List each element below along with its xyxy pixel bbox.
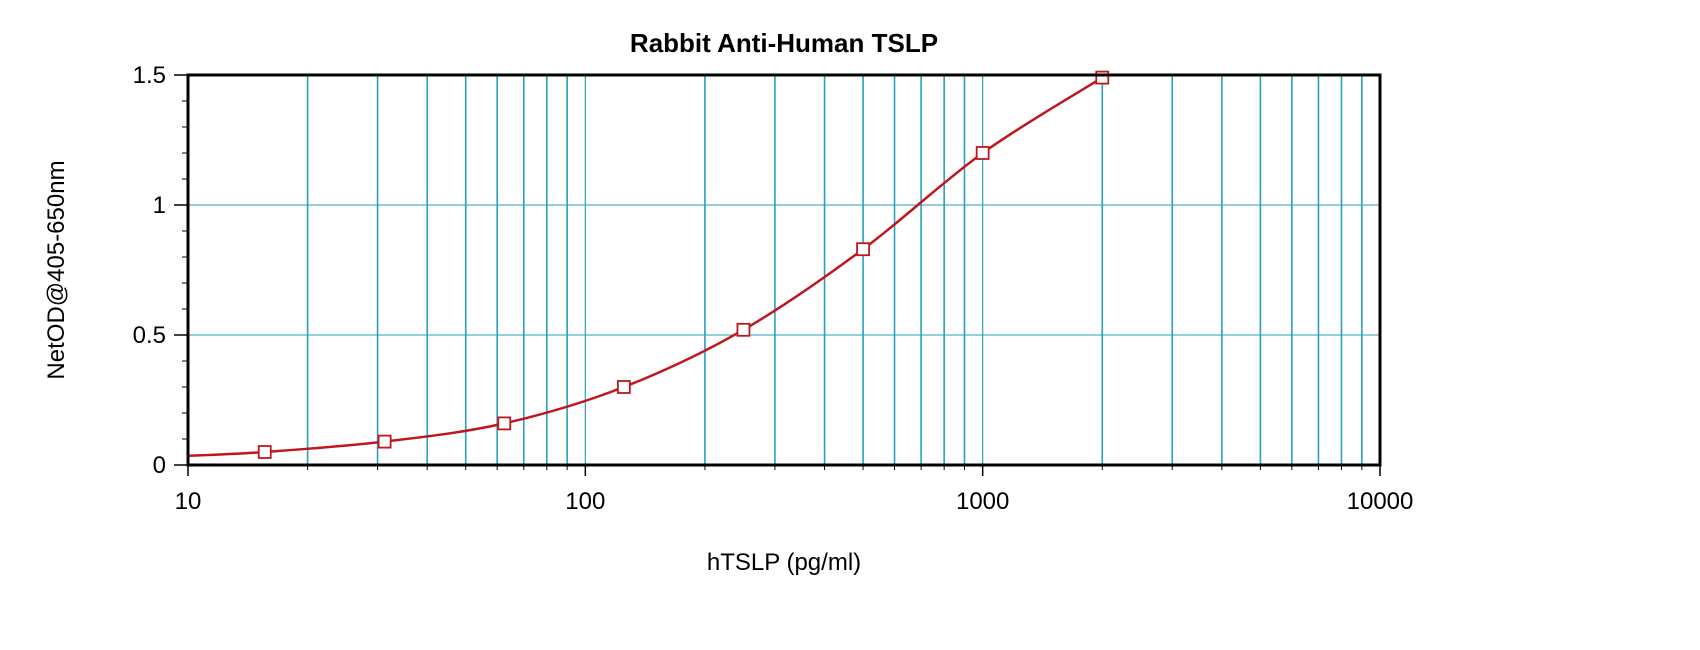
y-tick-layer: 0 0.5 1 1.5 [133,62,188,479]
data-point [377,434,392,449]
x-tick-label: 10000 [1347,488,1414,515]
point-layer [257,70,1110,459]
data-point [856,242,870,257]
x-tick-label: 1000 [956,488,1009,515]
y-tick-label: 1.5 [133,62,166,89]
curve-layer [187,76,1103,458]
y-tick-label: 0 [153,452,166,479]
fit-curve [187,76,1103,458]
y-tick-label: 0.5 [133,322,166,349]
plot-frame [186,73,1382,467]
x-axis-label: hTSLP (pg/ml) [707,549,861,576]
x-tick-label: 10 [175,488,202,515]
chart-title: Rabbit Anti-Human TSLP [630,28,938,58]
minor-tick-layer [182,74,1363,470]
grid-layer [188,75,1380,465]
y-axis-label: NetOD@405-650nm [43,160,70,379]
data-point [257,445,272,459]
data-point [736,322,751,337]
data-point [975,146,990,160]
x-tick-label: 100 [565,488,605,515]
data-point [616,380,631,394]
data-point [497,416,512,431]
y-tick-label: 1 [153,192,166,219]
x-tick-layer: 10 100 1000 10000 [175,465,1414,515]
data-point [1095,70,1110,85]
